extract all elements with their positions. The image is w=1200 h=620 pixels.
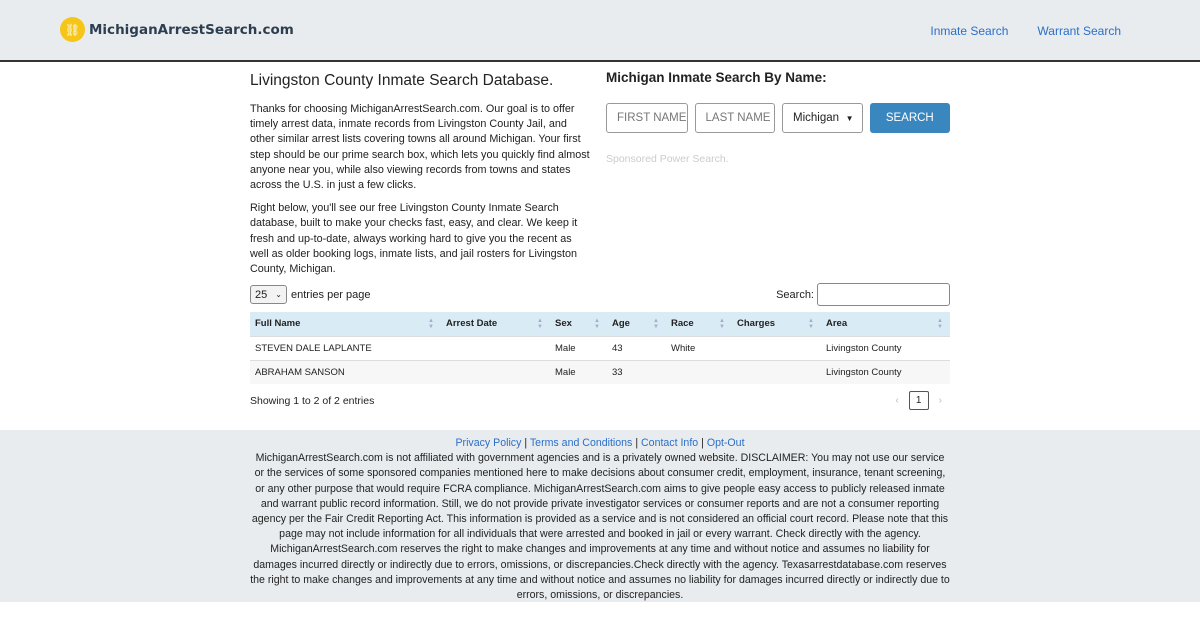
intro-paragraph: Thanks for choosing MichiganArrestSearch…	[250, 103, 590, 192]
cell-age: 43	[607, 335, 666, 360]
sort-icon: ▲ ▼	[653, 318, 659, 330]
state-value: Michigan	[793, 112, 840, 124]
search-label: Search:	[776, 288, 814, 301]
caret-down-icon: ▼	[845, 113, 854, 123]
col-area[interactable]: Area ▲ ▼	[821, 312, 950, 336]
contact-link[interactable]: Contact Info	[641, 437, 699, 449]
search-title: Michigan Inmate Search By Name:	[606, 70, 827, 85]
cell-arrest-date	[441, 359, 550, 384]
page-1-button[interactable]: 1	[908, 391, 929, 410]
col-age[interactable]: Age ▲ ▼	[607, 312, 666, 336]
sort-icon: ▲ ▼	[537, 318, 543, 330]
cell-sex: Male	[550, 335, 607, 360]
sort-icon: ▲ ▼	[937, 318, 943, 330]
site-footer: Privacy Policy | Terms and Conditions | …	[0, 430, 1200, 602]
cell-charges	[732, 335, 821, 360]
col-full-name[interactable]: Full Name ▲ ▼	[250, 312, 441, 336]
col-charges[interactable]: Charges ▲ ▼	[732, 312, 821, 336]
page-length-value: 25	[255, 288, 268, 301]
search-button[interactable]: SEARCH	[869, 103, 950, 133]
chevron-down-icon: ⌄	[275, 290, 282, 299]
cell-area: Livingston County	[821, 359, 950, 384]
cell-full-name: ABRAHAM SANSON	[250, 359, 441, 384]
nav-warrant-search[interactable]: Warrant Search	[1037, 24, 1121, 38]
table-row: ABRAHAM SANSON Male 33 Livingston County	[250, 359, 950, 384]
col-race[interactable]: Race ▲ ▼	[666, 312, 732, 336]
footer-links: Privacy Policy | Terms and Conditions | …	[250, 436, 950, 451]
page-length-select[interactable]: 25 ⌄	[250, 285, 287, 304]
handcuffs-logo-icon: ⛓	[60, 17, 85, 42]
inmate-table: Full Name ▲ ▼ Arrest Date ▲ ▼ Sex ▲ ▼ Age ▲ ▼ Ra…	[250, 312, 950, 384]
privacy-policy-link[interactable]: Privacy Policy	[455, 437, 522, 449]
pagination: ‹ 1 ›	[895, 391, 942, 410]
state-select[interactable]: Michigan ▼	[782, 103, 863, 133]
intro-paragraph: Right below, you'll see our free Livings…	[250, 202, 578, 276]
table-info: Showing 1 to 2 of 2 entries	[250, 395, 375, 407]
site-logo[interactable]: ⛓ MichiganArrestSearch.com	[60, 17, 294, 42]
sort-icon: ▲ ▼	[594, 318, 600, 330]
last-name-input[interactable]: LAST NAME	[694, 103, 776, 133]
sponsored-text: Sponsored Power Search.	[606, 153, 729, 165]
separator: |	[635, 437, 639, 449]
cell-race: White	[666, 335, 732, 360]
cell-area: Livingston County	[821, 335, 950, 360]
next-page-button[interactable]: ›	[938, 395, 942, 406]
main-nav: Inmate Search Warrant Search	[930, 24, 1121, 38]
separator: |	[701, 437, 704, 449]
cell-race	[666, 359, 732, 384]
terms-link[interactable]: Terms and Conditions	[529, 437, 633, 449]
prev-page-button[interactable]: ‹	[895, 395, 899, 406]
cell-charges	[732, 359, 821, 384]
separator: |	[524, 437, 528, 449]
page-title: Livingston County Inmate Search Database…	[250, 72, 554, 89]
sort-icon: ▲ ▼	[808, 318, 814, 330]
table-search-input[interactable]	[817, 283, 950, 306]
nav-inmate-search[interactable]: Inmate Search	[930, 24, 1009, 38]
cell-full-name: STEVEN DALE LAPLANTE	[250, 335, 441, 360]
cell-sex: Male	[550, 359, 607, 384]
col-arrest-date[interactable]: Arrest Date ▲ ▼	[441, 312, 550, 336]
first-name-input[interactable]: FIRST NAME	[606, 103, 688, 133]
length-label: entries per page	[291, 288, 371, 301]
table-row: STEVEN DALE LAPLANTE Male 43 White Livingsto…	[250, 335, 950, 360]
cell-age: 33	[607, 359, 666, 384]
disclaimer-text: MichiganArrestSearch.com is not affiliat…	[250, 452, 950, 602]
search-form: Michigan Inmate Search By Name: FIRST NA…	[606, 70, 950, 165]
sort-icon: ▲ ▼	[428, 318, 434, 330]
site-header: ⛓ MichiganArrestSearch.com Inmate Search…	[0, 0, 1200, 62]
cell-arrest-date	[441, 335, 550, 360]
opt-out-link[interactable]: Opt-Out	[706, 437, 745, 449]
col-sex[interactable]: Sex ▲ ▼	[550, 312, 607, 336]
intro-section: Livingston County Inmate Search Database…	[250, 72, 590, 285]
sort-icon: ▲ ▼	[719, 318, 725, 330]
site-name: MichiganArrestSearch.com	[89, 21, 294, 38]
